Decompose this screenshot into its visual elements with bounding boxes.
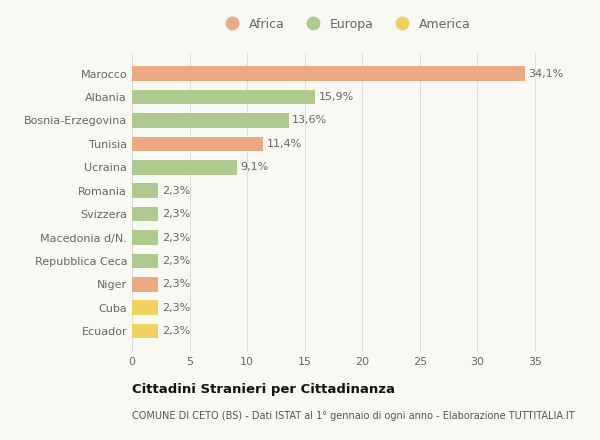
Bar bbox=[132, 66, 524, 81]
Text: 2,3%: 2,3% bbox=[162, 279, 190, 290]
Bar bbox=[132, 324, 158, 338]
Bar bbox=[132, 90, 315, 104]
Text: Cittadini Stranieri per Cittadinanza: Cittadini Stranieri per Cittadinanza bbox=[132, 383, 395, 396]
Text: 9,1%: 9,1% bbox=[240, 162, 268, 172]
Bar bbox=[132, 277, 158, 292]
Bar bbox=[132, 207, 158, 221]
Bar bbox=[132, 183, 158, 198]
Bar bbox=[132, 160, 237, 175]
Text: 2,3%: 2,3% bbox=[162, 209, 190, 219]
Text: 13,6%: 13,6% bbox=[292, 115, 327, 125]
Bar bbox=[132, 113, 289, 128]
Bar bbox=[132, 230, 158, 245]
Text: 2,3%: 2,3% bbox=[162, 326, 190, 336]
Text: 2,3%: 2,3% bbox=[162, 186, 190, 196]
Text: 2,3%: 2,3% bbox=[162, 303, 190, 313]
Legend: Africa, Europa, America: Africa, Europa, America bbox=[214, 13, 476, 36]
Text: 11,4%: 11,4% bbox=[267, 139, 302, 149]
Text: 2,3%: 2,3% bbox=[162, 232, 190, 242]
Bar bbox=[132, 254, 158, 268]
Text: 34,1%: 34,1% bbox=[528, 69, 563, 79]
Text: 2,3%: 2,3% bbox=[162, 256, 190, 266]
Text: 15,9%: 15,9% bbox=[319, 92, 354, 102]
Bar bbox=[132, 137, 263, 151]
Bar bbox=[132, 301, 158, 315]
Text: COMUNE DI CETO (BS) - Dati ISTAT al 1° gennaio di ogni anno - Elaborazione TUTTI: COMUNE DI CETO (BS) - Dati ISTAT al 1° g… bbox=[132, 411, 575, 422]
